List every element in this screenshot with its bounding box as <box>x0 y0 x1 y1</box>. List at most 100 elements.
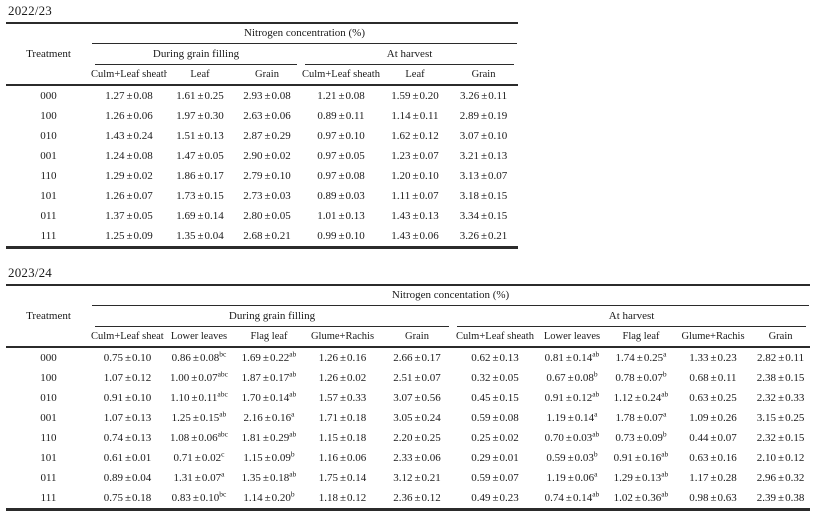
plus-minus-sign: ± <box>414 472 421 484</box>
plus-minus-sign: ± <box>194 452 201 464</box>
value-cell: 0.68 ±0.11 <box>689 372 737 384</box>
value-cell: 1.27 ±0.08 <box>105 90 153 102</box>
plus-minus-sign: ± <box>126 210 133 222</box>
value-cell: 1.14 ±0.20b <box>234 488 304 511</box>
value-cell: 1.51 ±0.13 <box>176 130 224 142</box>
plus-minus-sign: ± <box>492 372 499 384</box>
table-row: 100 1.07 ±0.12 1.00 ±0.07abc 1.87 ±0.17ab 1.26 ±… <box>6 368 810 388</box>
value-cell: 2.66 ±0.17 <box>393 352 441 364</box>
significance-superscript: a <box>291 409 295 419</box>
significance-superscript: ab <box>289 389 297 399</box>
significance-superscript: abc <box>217 429 228 439</box>
treatment-cell: 001 <box>40 150 57 162</box>
treatment-cell: 001 <box>40 412 57 424</box>
significance-superscript: ab <box>219 409 227 419</box>
plus-minus-sign: ± <box>126 150 133 162</box>
value-cell: 0.61 ±0.01 <box>103 452 152 464</box>
plus-minus-sign: ± <box>412 150 419 162</box>
column-header-glume-rachis: Glume+Rachis <box>304 327 381 348</box>
value-cell: 1.81 ±0.29ab <box>241 429 297 444</box>
value-cell: 3.18 ±0.15 <box>459 190 508 202</box>
value-cell: 1.29 ±0.13ab <box>613 469 669 484</box>
group-label: During grain filling <box>95 44 297 65</box>
value-cell: 3.12 ±0.21 <box>393 472 441 484</box>
value-cell: 1.19 ±0.14a <box>546 409 598 424</box>
value-cell: 1.07 ±0.13 <box>103 412 152 424</box>
value-cell: 1.47 ±0.05 <box>176 150 224 162</box>
plus-minus-sign: ± <box>197 170 204 182</box>
value-cell: 3.13 ±0.07 <box>459 170 508 182</box>
plus-minus-sign: ± <box>339 432 347 444</box>
value-cell: 0.78 ±0.07b <box>615 369 667 384</box>
value-cell: 1.19 ±0.06a <box>546 469 598 484</box>
treatment-cell: 010 <box>40 130 57 142</box>
value-cell: 1.26 ±0.06 <box>105 110 153 122</box>
plus-minus-sign: ± <box>338 190 345 202</box>
value-cell: 2.82 ±0.11 <box>756 352 805 364</box>
plus-minus-sign: ± <box>262 432 269 444</box>
plus-minus-sign: ± <box>481 150 488 162</box>
value-cell: 0.45 ±0.15 <box>471 392 519 404</box>
plus-minus-sign: ± <box>262 372 269 384</box>
plus-minus-sign: ± <box>191 372 198 384</box>
treatment-cell: 000 <box>40 90 57 102</box>
table-row: 100 1.26 ±0.06 1.97 ±0.30 2.63 ±0.06 0.89 ±0.11 1… <box>6 106 518 126</box>
value-cell: 2.89 ±0.19 <box>459 110 508 122</box>
plus-minus-sign: ± <box>126 190 133 202</box>
plus-minus-sign: ± <box>191 392 198 404</box>
value-cell: 0.98 ±0.63 <box>675 488 751 511</box>
value-cell: 0.75 ±0.10 <box>103 352 152 364</box>
significance-superscript: b <box>593 449 598 459</box>
nitrogen-table-2023-24: Treatment Nitrogen concentation (%) Duri… <box>6 284 811 511</box>
value-cell: 0.62 ±0.13 <box>471 352 519 364</box>
value-cell: 0.32 ±0.05 <box>471 372 519 384</box>
value-cell: 1.21 ±0.08 <box>317 90 365 102</box>
value-cell: 1.12 ±0.24ab <box>613 389 669 404</box>
column-header-leaf: Leaf <box>167 65 233 86</box>
value-cell: 2.33 ±0.06 <box>393 452 441 464</box>
plus-minus-sign: ± <box>481 90 488 102</box>
plus-minus-sign: ± <box>636 352 643 364</box>
plus-minus-sign: ± <box>778 392 785 404</box>
group-header-at-harvest: At harvest <box>301 44 518 65</box>
treatment-cell: 000 <box>40 352 57 364</box>
plus-minus-sign: ± <box>197 230 204 242</box>
group-label: During grain filling <box>95 306 449 327</box>
value-cell: 2.32 ±0.33 <box>756 392 805 404</box>
column-header-grain: Grain <box>381 327 453 348</box>
significance-superscript: ab <box>661 469 669 479</box>
plus-minus-sign: ± <box>636 372 643 384</box>
value-cell: 3.21 ±0.13 <box>459 150 508 162</box>
value-cell: 1.97 ±0.30 <box>176 110 224 122</box>
plus-minus-sign: ± <box>778 452 785 464</box>
value-cell: 1.11 ±0.07 <box>391 190 439 202</box>
plus-minus-sign: ± <box>339 392 347 404</box>
value-cell: 3.07 ±0.56 <box>393 392 441 404</box>
value-cell: 2.16 ±0.16a <box>243 409 295 424</box>
column-header-glume-rachis: Glume+Rachis <box>675 327 751 348</box>
value-cell: 1.07 ±0.12 <box>103 372 152 384</box>
value-cell: 1.31 ±0.07a <box>173 469 225 484</box>
table-row: 000 0.75 ±0.10 0.86 ±0.08bc 1.69 ±0.22ab 1.26 ±0… <box>6 347 810 368</box>
value-cell: 1.78 ±0.07a <box>615 409 667 424</box>
column-header-lower-leaves: Lower leaves <box>537 327 607 348</box>
plus-minus-sign: ± <box>194 472 201 484</box>
value-cell: 1.57 ±0.33 <box>318 392 367 404</box>
plus-minus-sign: ± <box>481 170 488 182</box>
plus-minus-sign: ± <box>412 190 419 202</box>
value-cell: 1.24 ±0.08 <box>105 150 153 162</box>
value-cell: 1.26 ±0.16 <box>318 352 367 364</box>
plus-minus-sign: ± <box>338 230 345 242</box>
plus-minus-sign: ± <box>264 90 271 102</box>
table-row: 011 1.37 ±0.05 1.69 ±0.14 2.80 ±0.05 1.01 ±0.13 1… <box>6 206 518 226</box>
value-cell: 0.70 ±0.03ab <box>544 429 600 444</box>
value-cell: 1.71 ±0.18 <box>318 412 367 424</box>
value-cell: 1.14 ±0.11 <box>391 110 439 122</box>
treatment-column-header: Treatment <box>6 23 91 86</box>
table-row: 001 1.07 ±0.13 1.25 ±0.15ab 2.16 ±0.16a 1.71 ±0.… <box>6 408 810 428</box>
value-cell: 1.43 ±0.06 <box>381 226 449 249</box>
significance-superscript: b <box>662 429 667 439</box>
plus-minus-sign: ± <box>197 90 204 102</box>
treatment-cell: 110 <box>40 432 57 444</box>
value-cell: 2.73 ±0.03 <box>243 190 291 202</box>
